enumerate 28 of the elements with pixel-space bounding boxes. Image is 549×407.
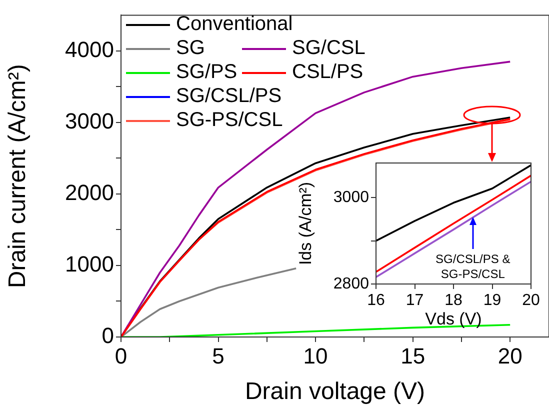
- x-tick-label: 18: [444, 292, 462, 310]
- x-tick-label: 10: [303, 343, 328, 368]
- x-axis-title: Vds (V): [425, 309, 482, 328]
- x-tick-label: 17: [406, 292, 424, 310]
- legend-label: SG/CSL/PS: [176, 85, 282, 108]
- y-tick-label: 0: [102, 323, 114, 348]
- legend-label: Conventional: [176, 13, 293, 36]
- y-axis-title: Drain current (A/cm²): [4, 64, 32, 288]
- x-tick-label: 19: [483, 292, 502, 310]
- y-tick-label: 4000: [65, 37, 114, 62]
- x-tick-label: 20: [498, 343, 522, 368]
- y-tick-label: 2000: [65, 180, 114, 206]
- x-tick-label: 20: [522, 292, 540, 310]
- x-tick-label: 5: [212, 343, 224, 368]
- y-tick-label: 2800: [333, 275, 370, 292]
- legend-label: SG/PS: [176, 61, 238, 84]
- y-tick-label: 3000: [333, 188, 370, 206]
- legend-label: SG-PS/CSL: [176, 109, 283, 132]
- x-tick-label: 15: [400, 343, 426, 368]
- y-tick-label: 1000: [65, 252, 114, 277]
- x-tick-label: 16: [367, 292, 385, 310]
- y-tick-label: 3000: [65, 108, 114, 134]
- legend-label: SG/CSL: [292, 37, 366, 60]
- annotation: SG/CSL/PS & SG-PS/CSL: [436, 252, 510, 281]
- legend-label: CSL/PS: [292, 61, 364, 84]
- y-axis-title: Ids (A/cm²): [296, 182, 315, 266]
- legend-label: SG: [176, 37, 205, 60]
- x-axis-title: Drain voltage (V): [244, 378, 426, 406]
